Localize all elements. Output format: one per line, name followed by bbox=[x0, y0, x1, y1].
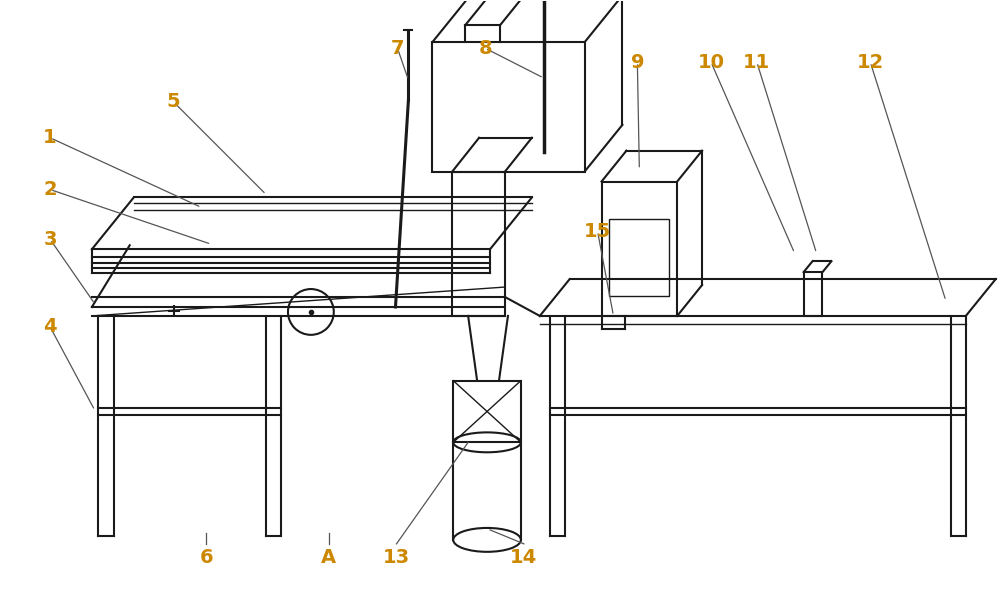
Bar bbox=[609, 219, 669, 296]
Bar bbox=[432, 42, 585, 171]
Text: 2: 2 bbox=[43, 180, 57, 199]
Text: 13: 13 bbox=[383, 548, 410, 567]
Text: 3: 3 bbox=[43, 230, 57, 249]
Bar bbox=[452, 171, 505, 316]
Text: 14: 14 bbox=[510, 548, 538, 567]
Text: 5: 5 bbox=[167, 92, 180, 111]
Text: 7: 7 bbox=[391, 39, 404, 58]
Bar bbox=[453, 380, 521, 442]
Bar bbox=[602, 181, 677, 316]
Text: 12: 12 bbox=[857, 53, 884, 72]
Text: 4: 4 bbox=[43, 317, 57, 337]
Text: 9: 9 bbox=[631, 53, 644, 72]
Text: 10: 10 bbox=[698, 53, 725, 72]
Text: 15: 15 bbox=[584, 222, 611, 241]
Text: 8: 8 bbox=[478, 39, 492, 58]
Text: A: A bbox=[321, 548, 336, 567]
Text: 6: 6 bbox=[200, 548, 213, 567]
Text: 11: 11 bbox=[743, 53, 770, 72]
Bar bbox=[804, 272, 822, 316]
Text: 1: 1 bbox=[43, 128, 57, 147]
